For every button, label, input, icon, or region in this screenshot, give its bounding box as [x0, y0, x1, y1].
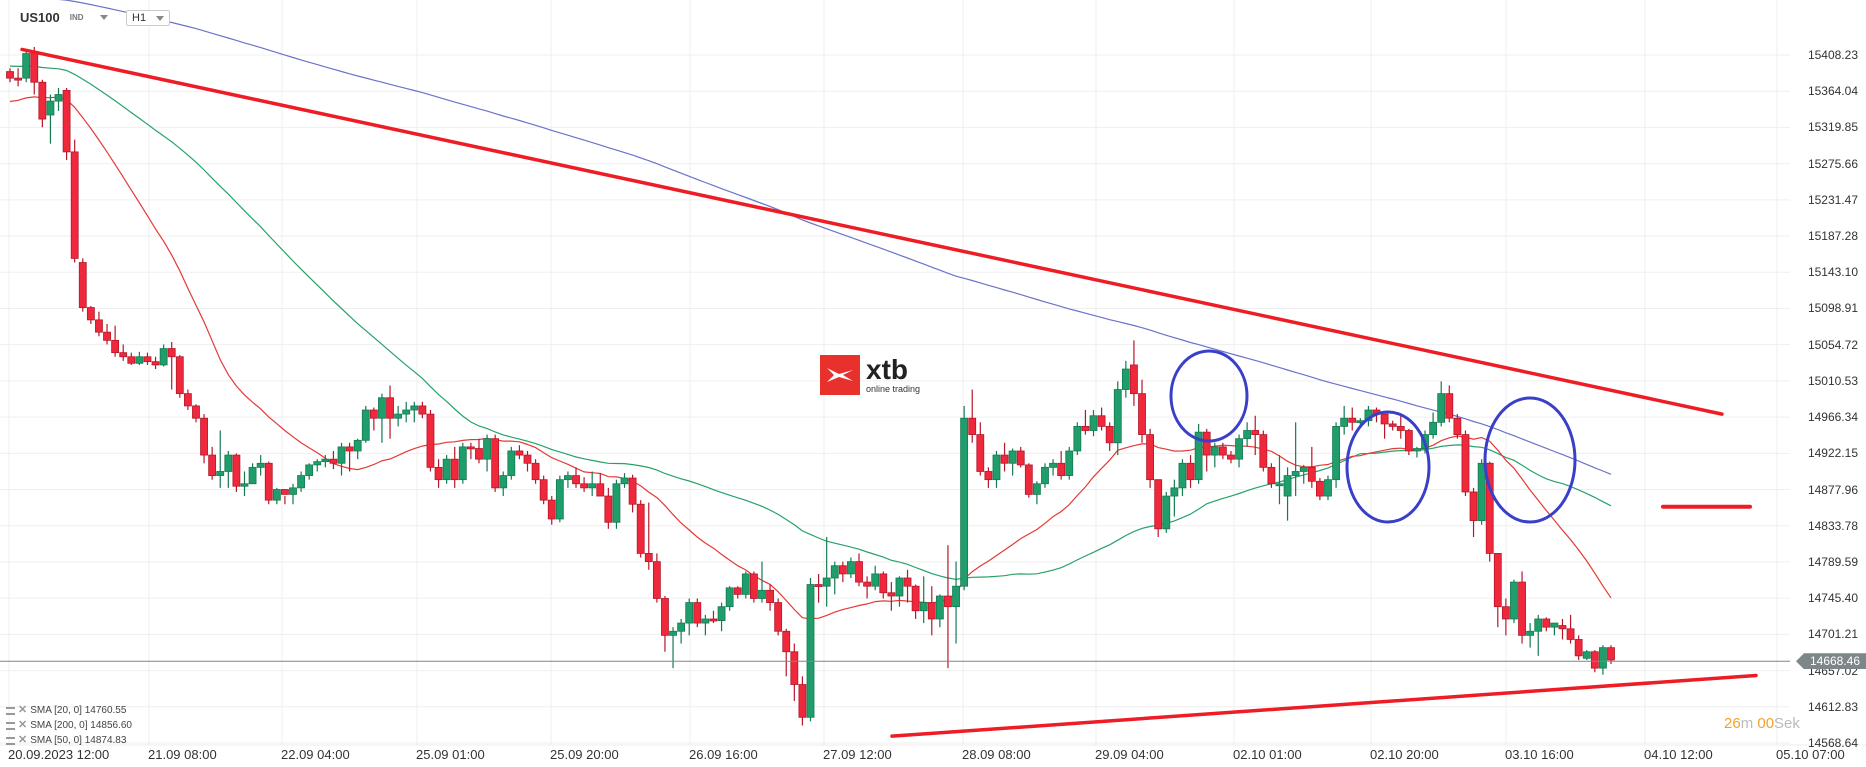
time-tick-label: 25.09 01:00 — [416, 747, 485, 762]
price-tick-label: 15098.91 — [1807, 301, 1858, 316]
legend-label: SMA [50, 0] 14874.83 — [30, 735, 127, 746]
drawing-annotations[interactable] — [20, 47, 1758, 738]
indicator-legend: ✕ SMA [20, 0] 14760.55 ✕ SMA [200, 0] 14… — [6, 703, 132, 748]
time-tick-label: 05.10 07:00 — [1776, 747, 1845, 762]
close-icon[interactable]: ✕ — [18, 734, 28, 746]
settings-icon[interactable] — [6, 736, 15, 745]
legend-label: SMA [20, 0] 14760.55 — [30, 705, 127, 716]
settings-icon[interactable] — [6, 706, 15, 715]
price-tick-label: 15408.23 — [1807, 48, 1858, 62]
price-tick-label: 14568.64 — [1807, 736, 1858, 750]
price-tick-label: 14877.96 — [1807, 482, 1858, 497]
price-tick-label: 15187.28 — [1807, 229, 1858, 244]
ellipse-drawing[interactable] — [1483, 396, 1577, 524]
price-tick-label: 14966.34 — [1807, 410, 1858, 425]
current-price-tag: 14668.46 — [1796, 653, 1866, 670]
time-tick-label: 04.10 12:00 — [1644, 747, 1713, 762]
price-tick-label: 14701.21 — [1807, 627, 1858, 642]
close-icon[interactable]: ✕ — [18, 719, 28, 731]
logo-word: xtb — [866, 354, 908, 385]
price-tick-label: 15275.66 — [1807, 156, 1858, 171]
candle-countdown: 26m 00Sek — [1724, 715, 1800, 732]
legend-sma50[interactable]: ✕ SMA [50, 0] 14874.83 — [6, 733, 132, 748]
xtb-x-icon — [820, 355, 860, 395]
time-tick-label: 27.09 12:00 — [823, 747, 892, 762]
price-tick-label: 14922.15 — [1807, 446, 1858, 461]
symbol-selector[interactable]: US100 IND — [20, 10, 108, 25]
chart-grid — [0, 0, 1866, 746]
countdown-minutes: 26 — [1724, 715, 1741, 732]
price-tick-label: 14833.78 — [1807, 518, 1858, 533]
trendline-drawing[interactable] — [890, 673, 1758, 738]
chevron-down-icon[interactable] — [99, 15, 108, 20]
symbol-name: US100 — [20, 10, 60, 25]
chevron-down-icon — [156, 15, 164, 21]
trendline-drawing[interactable] — [20, 47, 1724, 416]
price-tick-label: 15319.85 — [1807, 120, 1858, 135]
price-tick-label: 15364.04 — [1807, 84, 1858, 99]
close-icon[interactable]: ✕ — [18, 704, 28, 716]
logo-tagline: online trading — [866, 384, 921, 394]
time-tick-label: 02.10 01:00 — [1233, 747, 1302, 762]
time-tick-label: 03.10 16:00 — [1505, 747, 1574, 762]
time-tick-label: 29.09 04:00 — [1095, 747, 1164, 762]
time-tick-label: 26.09 16:00 — [689, 747, 758, 762]
ellipse-drawing[interactable] — [1345, 410, 1431, 524]
price-tick-label: 15231.47 — [1807, 192, 1858, 207]
price-tick-label: 15054.72 — [1807, 337, 1858, 352]
price-tick-label: 15010.53 — [1807, 373, 1858, 388]
legend-label: SMA [200, 0] 14856.60 — [30, 720, 132, 731]
settings-icon[interactable] — [6, 721, 15, 730]
countdown-seconds: 00 — [1757, 715, 1775, 732]
time-tick-label: 28.09 08:00 — [962, 747, 1031, 762]
legend-sma200[interactable]: ✕ SMA [200, 0] 14856.60 — [6, 718, 132, 733]
time-tick-label: 21.09 08:00 — [148, 747, 217, 762]
timeframe-value: H1 — [132, 12, 147, 24]
candlesticks — [6, 46, 1615, 726]
timeframe-select[interactable]: H1 — [126, 10, 170, 26]
price-tick-label: 14745.40 — [1807, 591, 1858, 606]
time-tick-label: 20.09.2023 12:00 — [8, 747, 110, 762]
time-tick-label: 22.09 04:00 — [281, 747, 350, 762]
xtb-logo: xtb online trading — [820, 355, 920, 395]
price-tick-label: 15143.10 — [1807, 265, 1858, 280]
price-tick-label: 14789.59 — [1807, 554, 1858, 569]
legend-sma20[interactable]: ✕ SMA [20, 0] 14760.55 — [6, 703, 132, 718]
countdown-seconds-unit: Sek — [1774, 715, 1800, 732]
countdown-minutes-unit: m — [1740, 715, 1754, 732]
time-tick-label: 02.10 20:00 — [1370, 747, 1439, 762]
time-tick-label: 25.09 20:00 — [550, 747, 619, 762]
symbol-type: IND — [69, 13, 84, 22]
price-tick-label: 14612.83 — [1807, 699, 1858, 714]
ellipse-drawing[interactable] — [1169, 349, 1249, 443]
